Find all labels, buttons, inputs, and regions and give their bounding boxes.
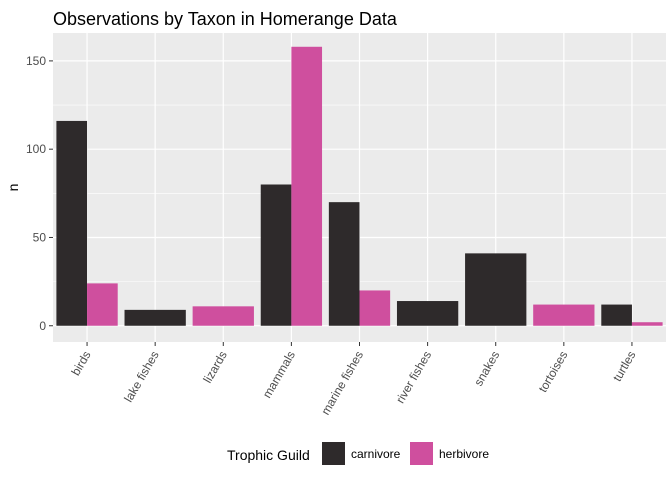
legend: Trophic Guild carnivore herbivore xyxy=(227,442,489,465)
chart-title: Observations by Taxon in Homerange Data xyxy=(53,9,398,29)
bar-carnivore-lake-fishes xyxy=(124,309,186,326)
legend-key-carnivore xyxy=(322,442,345,465)
y-tick-label: 150 xyxy=(26,54,46,68)
bars xyxy=(56,46,663,326)
bar-carnivore-river-fishes xyxy=(396,301,459,326)
legend-title: Trophic Guild xyxy=(227,447,310,463)
x-tick-label: birds xyxy=(69,349,94,379)
bar-carnivore-turtles xyxy=(601,304,632,326)
bar-herbivore-tortoises xyxy=(533,304,595,326)
x-tick-label: mammals xyxy=(260,349,298,401)
x-tick-label: marine fishes xyxy=(318,349,366,418)
x-tick-label: tortoises xyxy=(536,349,571,395)
bar-herbivore-birds xyxy=(87,283,118,326)
legend-label-carnivore: carnivore xyxy=(351,447,401,461)
x-axis: birds lake fishes lizards mammals marine fis… xyxy=(69,342,639,417)
x-tick-label: lake fishes xyxy=(121,349,161,405)
legend-key-herbivore xyxy=(410,442,433,465)
bar-herbivore-marine-fishes xyxy=(359,290,391,326)
x-tick-label: turtles xyxy=(610,349,638,384)
y-axis-title: n xyxy=(5,184,21,192)
bar-carnivore-birds xyxy=(56,120,88,326)
bar-herbivore-lizards xyxy=(192,306,254,326)
bar-herbivore-mammals xyxy=(291,46,323,326)
y-tick-label: 0 xyxy=(39,319,46,333)
y-axis: 0 50 100 150 xyxy=(26,54,53,333)
bar-carnivore-marine-fishes xyxy=(328,202,360,326)
x-tick-label: lizards xyxy=(200,349,229,386)
bar-carnivore-snakes xyxy=(465,253,527,326)
y-tick-label: 100 xyxy=(26,142,46,156)
x-tick-label: snakes xyxy=(471,349,502,389)
y-tick-label: 50 xyxy=(33,230,47,244)
legend-label-herbivore: herbivore xyxy=(439,447,489,461)
bar-carnivore-mammals xyxy=(260,184,292,326)
x-tick-label: river fishes xyxy=(393,349,434,406)
bar-herbivore-turtles xyxy=(631,322,663,326)
